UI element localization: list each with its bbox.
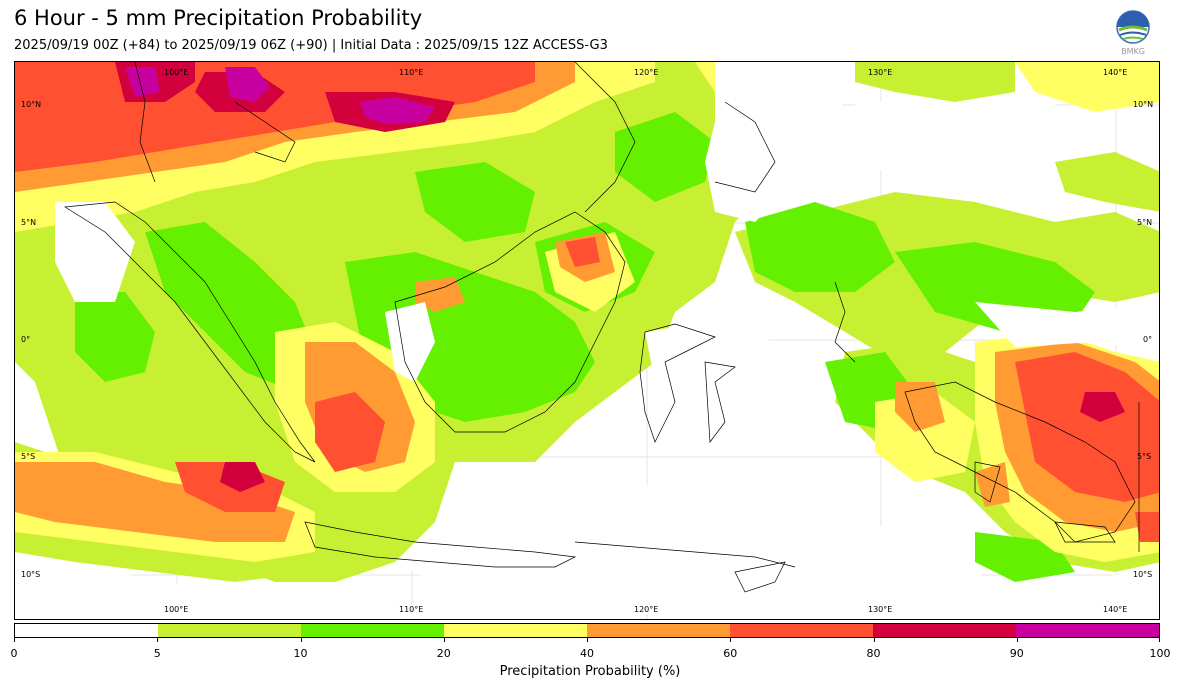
lat-label-left-0: 0° xyxy=(21,335,31,344)
probability-field xyxy=(15,62,1159,619)
lon-label-top-120: 120°E xyxy=(634,68,659,77)
lat-label-left-10s: 10°S xyxy=(21,570,41,579)
colorbar-tickmark xyxy=(1016,638,1018,642)
lat-label-right-0: 0° xyxy=(1143,335,1153,344)
colorbar-tickmark xyxy=(157,638,159,642)
lat-label-left-10n: 10°N xyxy=(21,100,42,109)
colorbar-tick-label: 10 xyxy=(293,647,308,660)
colorbar-tickmark xyxy=(1159,638,1160,642)
chart-title: 6 Hour - 5 mm Precipitation Probability xyxy=(14,6,423,30)
colorbar-segment xyxy=(730,624,873,637)
lat-label-left-5s: 5°S xyxy=(21,452,36,461)
prob-90-100-areas xyxy=(125,67,435,124)
colorbar-segment xyxy=(301,624,444,637)
colorbar-tick-label: 40 xyxy=(580,647,594,660)
logo-text: BMKG xyxy=(1121,47,1145,56)
lon-label-bottom-110: 110°E xyxy=(399,605,424,614)
lon-label-bottom-120: 120°E xyxy=(634,605,659,614)
colorbar-segment xyxy=(587,624,730,637)
colorbar-segment xyxy=(158,624,301,637)
colorbar xyxy=(14,623,1160,638)
lon-label-top-140: 140°E xyxy=(1103,68,1128,77)
lon-label-top-110: 110°E xyxy=(399,68,424,77)
colorbar-tick-label: 5 xyxy=(153,647,161,660)
colorbar-tick-label: 100 xyxy=(1149,647,1171,660)
colorbar-tick-label: 80 xyxy=(866,647,881,660)
colorbar-label: Precipitation Probability (%) xyxy=(499,664,681,679)
lat-label-left-5n: 5°N xyxy=(21,218,37,227)
colorbar-tickmark xyxy=(14,638,15,642)
chart-subtitle: 2025/09/19 00Z (+84) to 2025/09/19 06Z (… xyxy=(14,38,608,53)
colorbar-tick-label: 0 xyxy=(10,647,18,660)
colorbar-tickmark xyxy=(443,638,445,642)
bmkg-logo: BMKG xyxy=(1114,10,1152,56)
colorbar-tickmark xyxy=(873,638,875,642)
lon-label-bottom-100: 100°E xyxy=(164,605,189,614)
colorbar-tick-label: 60 xyxy=(723,647,738,660)
lon-label-top-130: 130°E xyxy=(868,68,893,77)
colorbar-tick-label: 20 xyxy=(436,647,451,660)
lat-label-right-5s: 5°S xyxy=(1137,452,1152,461)
colorbar-tick-label: 90 xyxy=(1009,647,1024,660)
colorbar-tickmark xyxy=(587,638,588,642)
lon-label-bottom-140: 140°E xyxy=(1103,605,1128,614)
lon-label-bottom-130: 130°E xyxy=(868,605,893,614)
colorbar-tickmark xyxy=(730,638,732,642)
coastlines xyxy=(63,62,1140,593)
lat-label-right-10s: 10°S xyxy=(1133,570,1153,579)
clear-areas xyxy=(15,62,1159,619)
lat-label-right-5n: 5°N xyxy=(1137,218,1153,227)
lat-label-right-10n: 10°N xyxy=(1133,100,1154,109)
colorbar-segment xyxy=(15,624,158,637)
colorbar-segment xyxy=(1016,624,1159,637)
colorbar-tickmark xyxy=(300,638,302,642)
precipitation-map: 100°E 110°E 120°E 130°E 140°E 100°E 110°… xyxy=(14,61,1160,620)
lon-label-top-100: 100°E xyxy=(164,68,189,77)
colorbar-segment xyxy=(444,624,587,637)
colorbar-segment xyxy=(873,624,1016,637)
